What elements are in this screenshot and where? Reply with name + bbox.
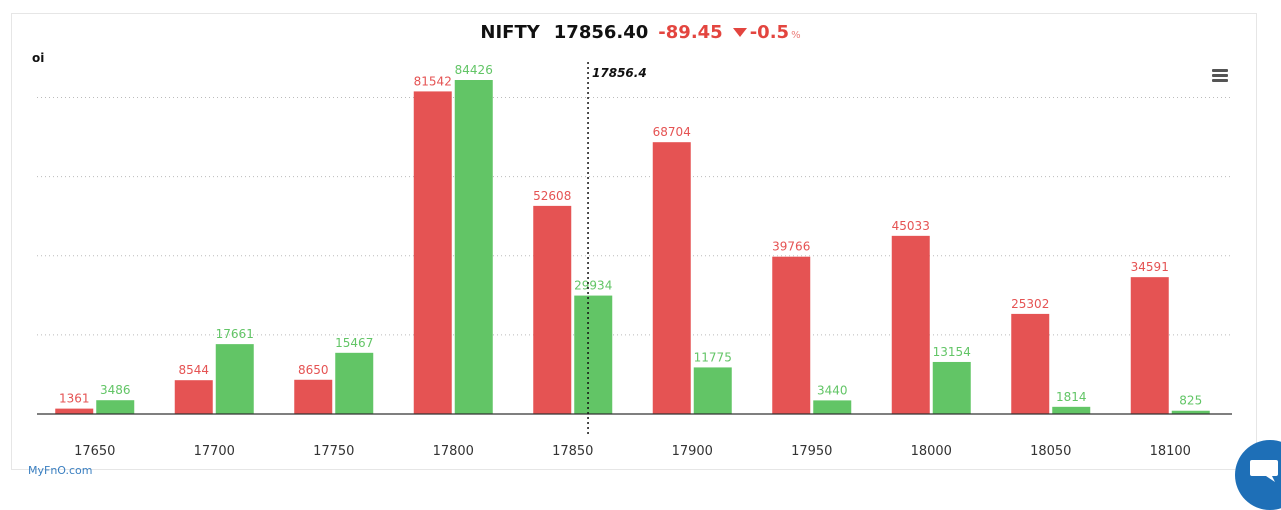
put-oi-bar xyxy=(1130,277,1169,414)
x-tick-label: 17800 xyxy=(433,444,474,459)
x-tick-label: 17850 xyxy=(552,444,593,459)
spot-price: 17856.40 xyxy=(553,22,649,43)
chat-bubble-icon xyxy=(1250,460,1278,482)
put-oi-label: 8544 xyxy=(178,363,209,377)
x-tick-label: 17700 xyxy=(194,444,235,459)
x-tick-label: 18050 xyxy=(1030,444,1071,459)
triangle-down-icon xyxy=(732,28,747,37)
call-oi-bar xyxy=(1171,410,1210,414)
call-oi-label: 17661 xyxy=(216,327,254,341)
call-oi-bar xyxy=(215,344,254,414)
percent-change: -0.5 xyxy=(749,22,790,43)
call-oi-label: 15467 xyxy=(335,336,373,350)
call-oi-bar xyxy=(932,361,971,414)
put-oi-bar xyxy=(413,91,452,414)
put-oi-bar xyxy=(55,408,94,414)
x-tick-label: 17900 xyxy=(672,444,713,459)
put-oi-label: 68704 xyxy=(653,125,691,139)
chart-header: NIFTY 17856.40 -89.45 -0.5% xyxy=(0,22,1281,43)
call-oi-bar xyxy=(693,367,732,414)
put-oi-label: 45033 xyxy=(892,219,930,233)
put-oi-label: 25302 xyxy=(1011,297,1049,311)
call-oi-bar xyxy=(574,295,613,414)
hamburger-menu-icon[interactable] xyxy=(1209,66,1231,84)
call-oi-label: 3440 xyxy=(817,383,848,397)
spot-price-label: 17856.4 xyxy=(592,66,647,80)
brand-link[interactable]: MyFnO.com xyxy=(28,464,93,477)
y-axis-label: oi xyxy=(32,51,45,65)
price-change: -89.45 xyxy=(658,22,723,43)
put-oi-bar xyxy=(174,380,213,414)
x-tick-label: 18100 xyxy=(1150,444,1191,459)
call-oi-label: 1814 xyxy=(1056,390,1087,404)
put-oi-label: 52608 xyxy=(533,189,571,203)
call-oi-label: 825 xyxy=(1179,394,1202,408)
put-oi-label: 8650 xyxy=(298,363,329,377)
call-oi-label: 3486 xyxy=(100,383,131,397)
call-oi-bar xyxy=(335,352,374,414)
put-oi-bar xyxy=(891,235,930,414)
call-oi-bar xyxy=(1052,406,1091,414)
put-oi-label: 1361 xyxy=(59,392,90,406)
put-oi-label: 34591 xyxy=(1131,260,1169,274)
x-tick-label: 17950 xyxy=(791,444,832,459)
put-oi-label: 81542 xyxy=(414,74,452,88)
percent-sign: % xyxy=(791,30,801,41)
call-oi-bar xyxy=(813,400,852,414)
x-tick-label: 18000 xyxy=(911,444,952,459)
call-oi-bar xyxy=(454,80,493,414)
call-oi-label: 13154 xyxy=(933,345,971,359)
put-oi-bar xyxy=(1011,313,1050,414)
put-oi-label: 39766 xyxy=(772,240,810,254)
put-oi-bar xyxy=(772,256,811,414)
call-oi-label: 29934 xyxy=(574,279,612,293)
x-tick-label: 17750 xyxy=(313,444,354,459)
call-oi-bar xyxy=(96,400,135,414)
put-oi-bar xyxy=(652,142,691,414)
call-oi-label: 84426 xyxy=(455,63,493,77)
x-tick-label: 17650 xyxy=(74,444,115,459)
symbol-name: NIFTY xyxy=(480,22,540,43)
put-oi-bar xyxy=(533,205,572,414)
put-oi-bar xyxy=(294,379,333,414)
call-oi-label: 11775 xyxy=(694,350,732,364)
